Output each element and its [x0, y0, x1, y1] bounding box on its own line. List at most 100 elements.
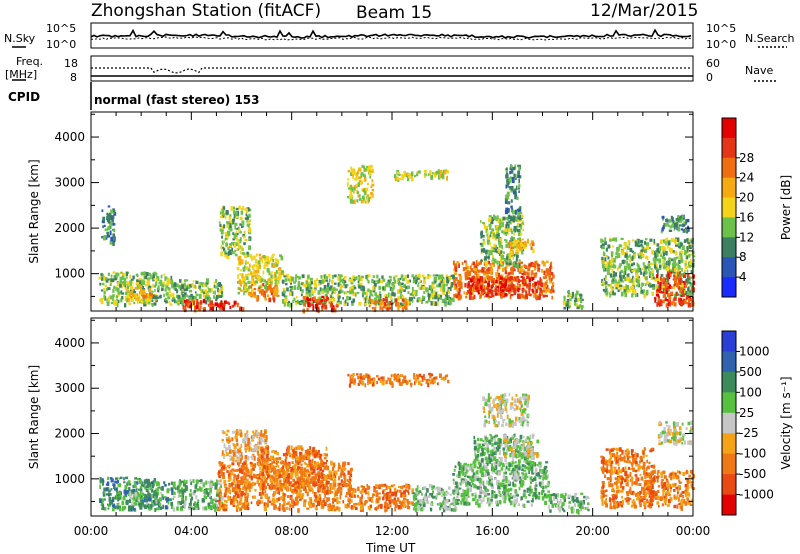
- data-cell: [492, 257, 495, 262]
- data-cell: [501, 254, 505, 260]
- data-cell: [244, 207, 248, 211]
- data-cell: [326, 465, 330, 471]
- data-cell: [230, 472, 234, 476]
- data-cell: [330, 505, 333, 508]
- data-cell: [140, 481, 144, 487]
- data-cell: [601, 283, 604, 286]
- data-cell: [523, 278, 526, 284]
- data-cell: [282, 465, 284, 470]
- data-cell: [666, 293, 671, 297]
- data-cell: [107, 296, 110, 302]
- data-cell: [218, 470, 221, 475]
- data-cell: [110, 209, 114, 214]
- data-cell: [228, 455, 232, 458]
- data-cell: [232, 238, 236, 241]
- data-cell: [287, 278, 290, 282]
- data-cell: [480, 234, 483, 239]
- data-cell: [663, 280, 665, 285]
- data-cell: [398, 305, 402, 308]
- data-cell: [612, 270, 615, 274]
- data-cell: [223, 250, 227, 253]
- data-cell: [336, 293, 340, 299]
- data-cell: [172, 497, 175, 500]
- data-cell: [344, 495, 348, 498]
- noise-search-trace: [91, 36, 692, 41]
- data-cell: [686, 229, 689, 234]
- data-cell: [274, 274, 277, 278]
- data-cell: [355, 292, 357, 297]
- data-cell: [683, 217, 685, 220]
- data-cell: [662, 246, 665, 251]
- data-cell: [330, 477, 334, 481]
- data-cell: [264, 453, 268, 458]
- data-cell: [623, 288, 627, 292]
- data-cell: [308, 281, 312, 285]
- data-cell: [130, 507, 133, 512]
- data-cell: [545, 270, 548, 273]
- data-cell: [220, 472, 224, 477]
- data-cell: [571, 296, 574, 299]
- data-cell: [133, 480, 136, 486]
- data-cell: [220, 503, 224, 507]
- data-cell: [242, 479, 245, 484]
- data-cell: [250, 256, 253, 259]
- data-cell: [266, 261, 270, 265]
- data-cell: [113, 301, 117, 306]
- data-cell: [302, 300, 306, 305]
- data-cell: [607, 244, 611, 249]
- data-cell: [603, 252, 606, 257]
- data-cell: [323, 285, 327, 290]
- data-cell: [575, 303, 578, 307]
- data-cell: [201, 289, 204, 293]
- data-cell: [673, 296, 677, 301]
- data-cell: [485, 275, 489, 279]
- data-cell: [472, 276, 475, 279]
- data-cell: [139, 490, 142, 496]
- data-cell: [126, 482, 129, 486]
- data-cell: [528, 290, 531, 295]
- data-cell: [528, 263, 532, 267]
- data-cell: [282, 501, 286, 506]
- data-cell: [202, 283, 206, 287]
- data-cell: [609, 283, 612, 289]
- data-cell: [357, 194, 360, 198]
- data-cell: [660, 276, 662, 280]
- data-cell: [206, 297, 209, 301]
- data-cell: [525, 264, 527, 268]
- data-cell: [479, 286, 481, 289]
- data-cell: [320, 275, 323, 278]
- data-cell: [495, 228, 499, 231]
- data-cell: [357, 280, 360, 283]
- data-cell: [314, 460, 316, 465]
- data-cell: [508, 227, 512, 232]
- data-cell: [333, 287, 336, 292]
- data-cell: [266, 471, 270, 477]
- data-cell: [650, 275, 654, 280]
- data-cell: [516, 239, 520, 243]
- data-cell: [241, 505, 244, 509]
- data-cell: [645, 266, 649, 269]
- data-cell: [642, 272, 645, 277]
- data-cell: [495, 244, 497, 248]
- data-cell: [255, 444, 258, 450]
- data-cell: [164, 505, 168, 510]
- data-cell: [520, 265, 523, 269]
- data-cell: [523, 282, 527, 287]
- data-cell: [314, 283, 318, 288]
- data-cell: [356, 291, 360, 294]
- data-cell: [504, 275, 508, 279]
- data-cell: [319, 500, 322, 505]
- data-cell: [680, 217, 684, 222]
- data-cell: [262, 475, 266, 479]
- data-cell: [132, 485, 135, 489]
- data-cell: [136, 481, 139, 485]
- data-cell: [239, 456, 242, 459]
- data-cell: [331, 291, 334, 294]
- data-cell: [169, 303, 173, 306]
- data-cell: [640, 254, 643, 260]
- data-cell: [235, 248, 239, 251]
- data-cell: [638, 265, 641, 271]
- data-cell: [289, 303, 292, 309]
- data-cell: [254, 432, 257, 436]
- data-cell: [406, 279, 410, 284]
